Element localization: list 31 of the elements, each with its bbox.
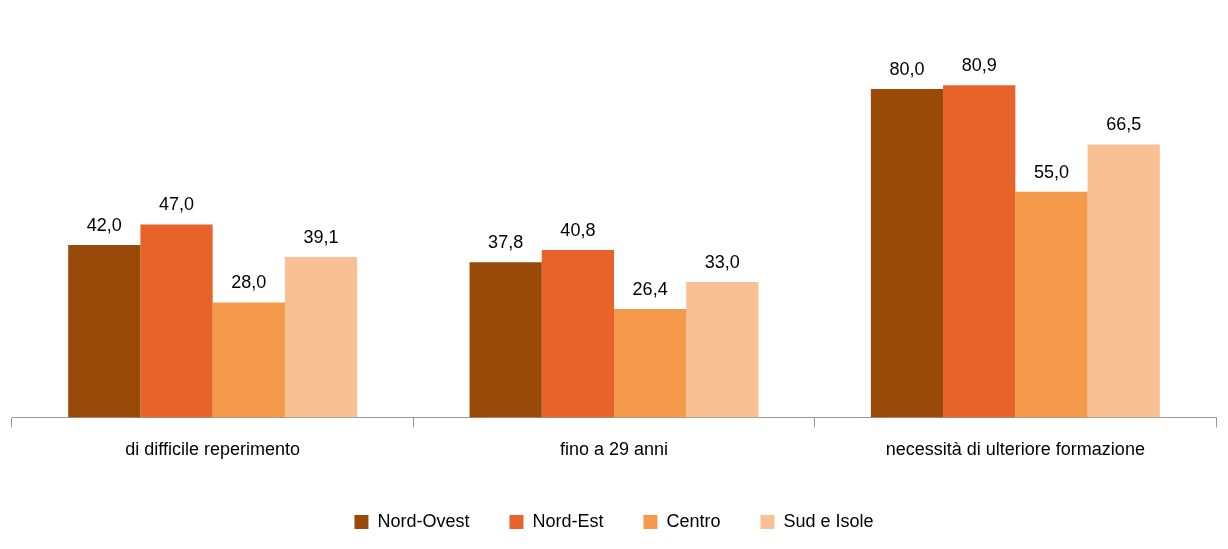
x-tick-label: fino a 29 anni	[559, 439, 669, 460]
legend-label: Centro	[666, 510, 721, 531]
x-tick-label: necessità di ulteriore formazione	[885, 439, 1145, 460]
legend-label: Nord-Est	[532, 510, 604, 531]
bar	[140, 224, 213, 418]
data-label: 33,0	[704, 251, 740, 272]
data-label: 37,8	[488, 232, 524, 253]
data-label: 39,1	[303, 226, 339, 247]
data-label: 40,8	[560, 219, 596, 240]
bar	[1087, 144, 1160, 418]
bar	[943, 85, 1016, 418]
data-label: 80,9	[961, 55, 997, 76]
bar	[469, 262, 542, 418]
bar	[686, 281, 759, 418]
data-label: 80,0	[889, 59, 925, 80]
bar	[870, 89, 944, 418]
data-label: 66,5	[1106, 114, 1142, 135]
data-label: 47,0	[159, 194, 195, 215]
bar	[68, 245, 141, 418]
x-tick-label: di difficile reperimento	[125, 439, 301, 460]
data-label: 26,4	[632, 279, 668, 300]
bar	[212, 302, 285, 418]
legend-label: Nord-Ovest	[377, 510, 470, 531]
data-label: 42,0	[86, 214, 122, 235]
data-label: 28,0	[231, 272, 267, 293]
data-label: 55,0	[1033, 161, 1069, 182]
legend-label: Sud e Isole	[783, 510, 874, 531]
bar	[614, 309, 687, 418]
bar	[284, 256, 358, 418]
bar	[1015, 191, 1088, 418]
bar	[541, 249, 614, 418]
